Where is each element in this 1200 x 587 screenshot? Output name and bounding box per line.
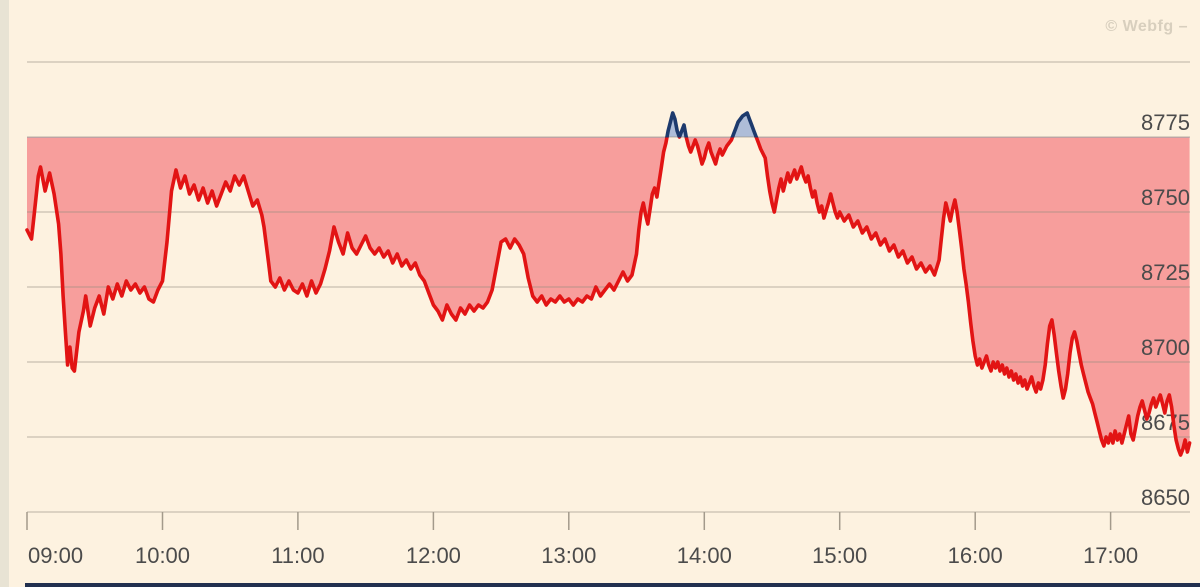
y-axis-label: 8750	[1141, 185, 1190, 210]
y-axis-label: 8650	[1141, 485, 1190, 510]
x-axis-label: 11:00	[271, 543, 324, 568]
left-margin-strip	[0, 0, 9, 587]
x-axis-label: 17:00	[1083, 543, 1138, 568]
y-axis-label: 8700	[1141, 335, 1190, 360]
bottom-bar	[25, 583, 1200, 587]
x-axis-label: 15:00	[812, 543, 867, 568]
price-line-below	[25, 136, 1192, 457]
x-axis-label: 13:00	[541, 543, 596, 568]
watermark: © Webfg –	[1105, 18, 1188, 35]
x-axis-label: 16:00	[948, 543, 1003, 568]
y-axis-label: 8725	[1141, 260, 1190, 285]
x-axis-label: 14:00	[677, 543, 732, 568]
area-fill-below-threshold	[27, 136, 1190, 455]
x-axis-label: 10:00	[135, 543, 190, 568]
y-axis-label: 8775	[1141, 110, 1190, 135]
x-axis-label: 09:00	[28, 543, 83, 568]
x-axis-label: 12:00	[406, 543, 461, 568]
